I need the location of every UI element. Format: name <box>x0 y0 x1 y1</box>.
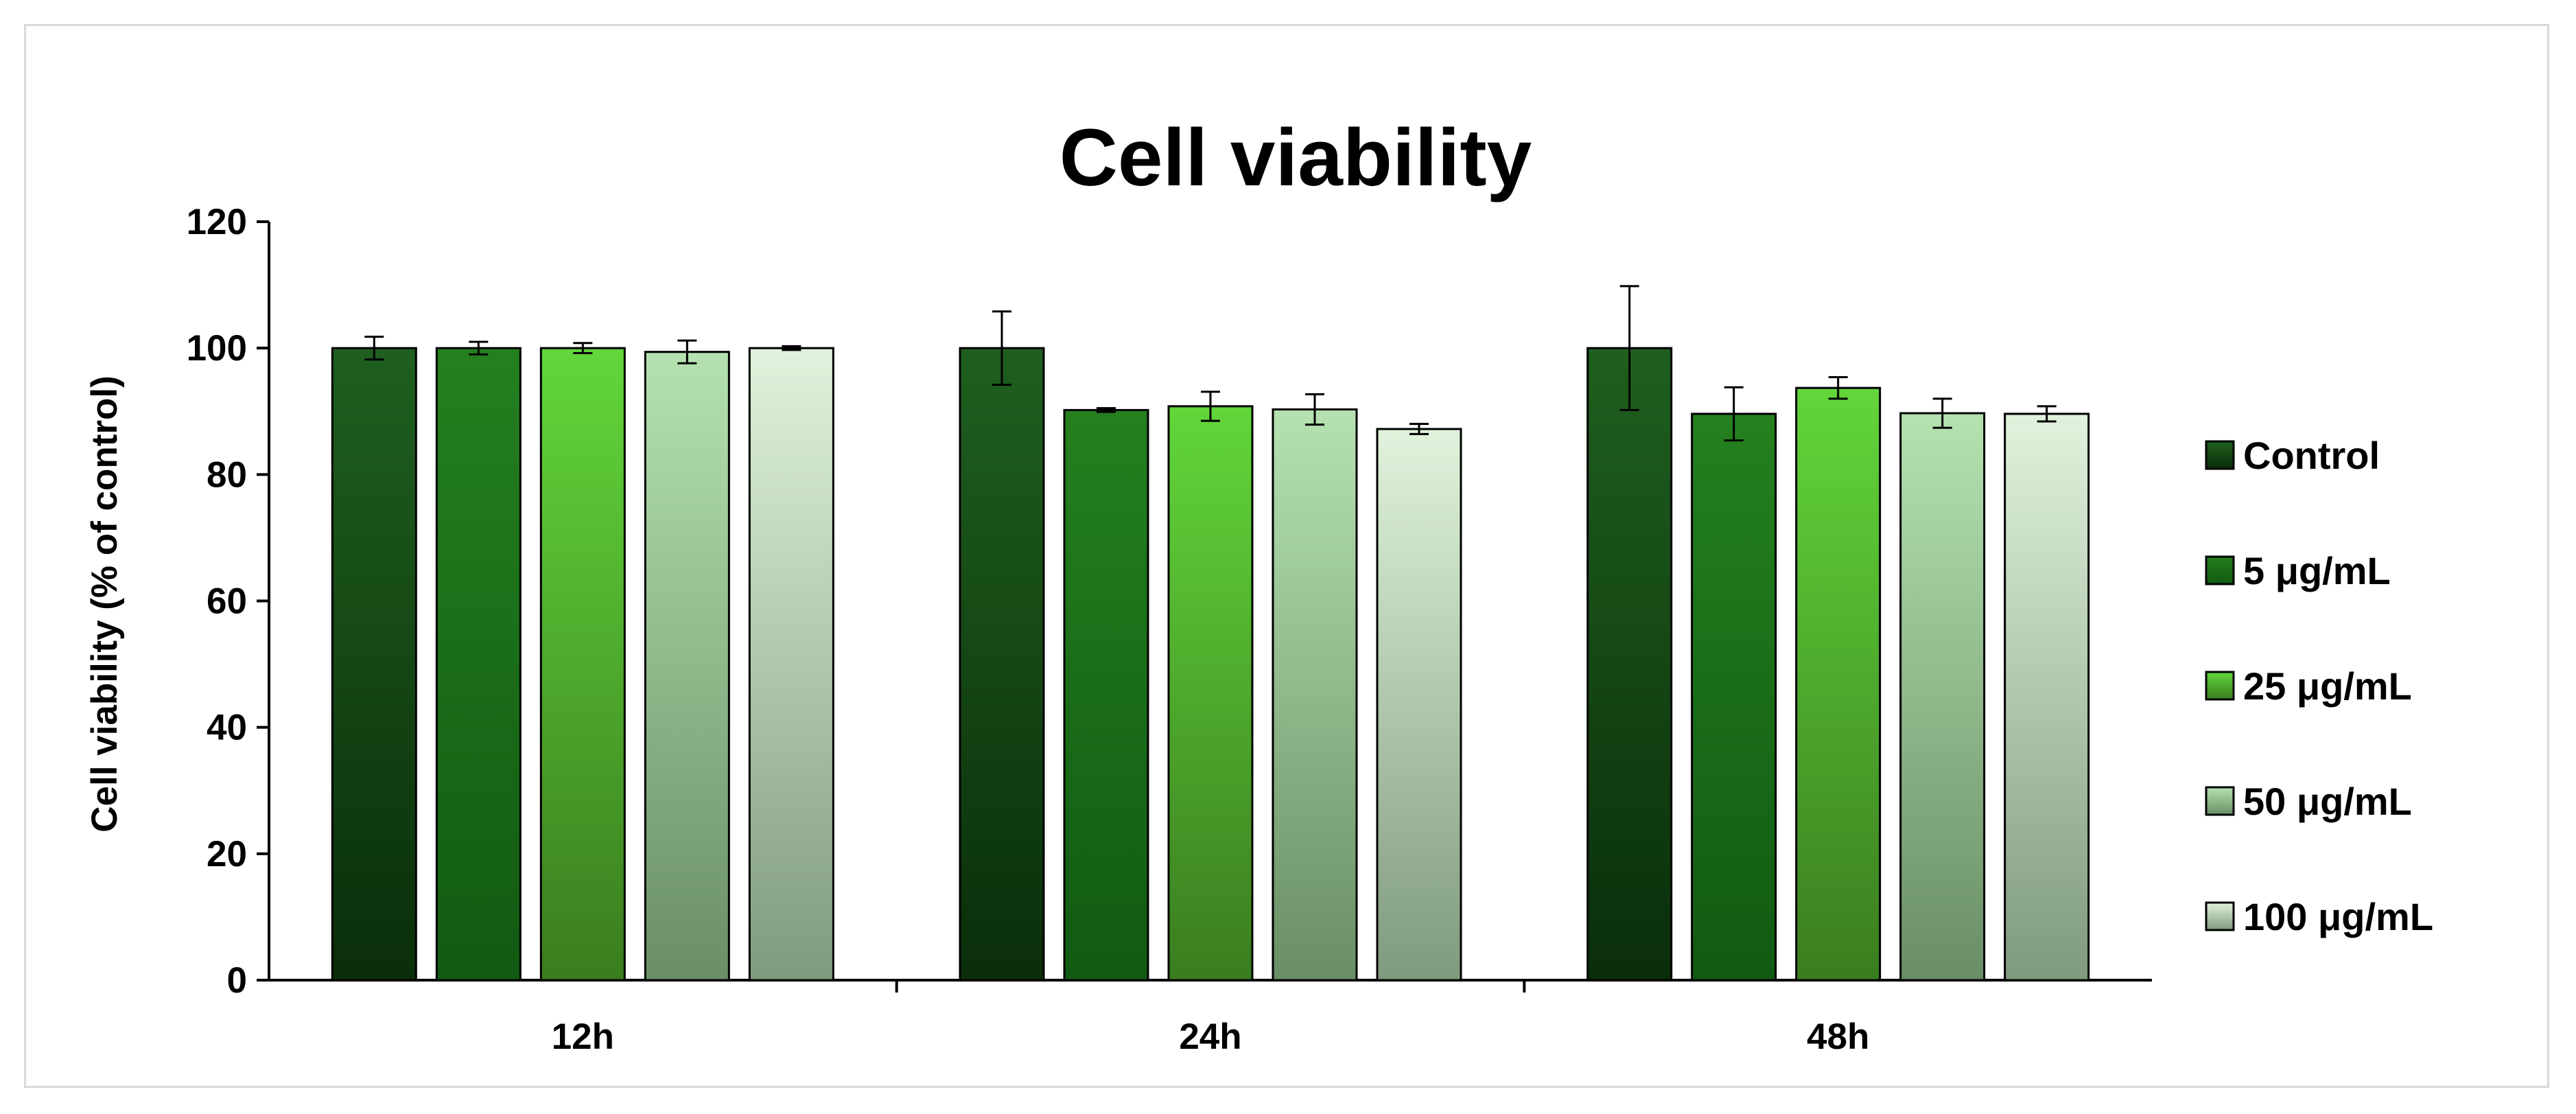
bar <box>539 347 626 982</box>
legend-swatch <box>2205 671 2235 701</box>
bar <box>1586 347 1673 982</box>
bar <box>1167 405 1254 982</box>
y-tick-label: 100 <box>187 328 247 369</box>
bar <box>2004 413 2090 982</box>
y-axis-label: Cell viability (% of control) <box>84 375 125 833</box>
error-bar <box>1097 407 1116 413</box>
legend-label: 100 μg/mL <box>2243 895 2433 938</box>
error-bar <box>782 345 801 351</box>
bar <box>1376 428 1462 982</box>
error-bar <box>573 342 593 355</box>
plot-area: 0 20 40 60 80 100 120 12h 24h 48h <box>187 202 2152 1057</box>
error-bar <box>1305 393 1324 426</box>
legend-swatch <box>2205 901 2235 931</box>
error-bar <box>1201 391 1220 422</box>
legend-label: 5 μg/mL <box>2243 549 2391 592</box>
legend-swatch <box>2205 555 2235 585</box>
bar <box>959 347 1045 982</box>
error-bar <box>1409 423 1429 435</box>
legend-swatch <box>2205 440 2235 470</box>
y-tick-label: 40 <box>207 708 247 748</box>
error-bar <box>2037 405 2057 423</box>
bar <box>1899 412 1986 982</box>
bar <box>1691 413 1777 982</box>
error-bar <box>469 340 489 356</box>
legend-label: 50 μg/mL <box>2243 780 2412 823</box>
legend-label: 25 μg/mL <box>2243 664 2412 708</box>
bar <box>331 347 417 982</box>
x-tick-label: 12h <box>552 1017 614 1057</box>
x-tick-label: 48h <box>1807 1017 1869 1057</box>
bar <box>644 351 730 982</box>
error-bar <box>1724 386 1744 442</box>
error-bar <box>992 310 1011 386</box>
chart-title: Cell viability <box>1059 113 1532 203</box>
bar <box>748 347 834 982</box>
bar <box>435 347 522 982</box>
legend: Control 5 μg/mL 25 μg/mL 50 μg/mL 100 μg/mL <box>2205 434 2433 938</box>
y-tick-label: 60 <box>207 581 247 622</box>
y-tick-label: 120 <box>187 202 247 242</box>
error-bar <box>1932 397 1952 429</box>
y-tick-label: 0 <box>227 960 247 1001</box>
bar <box>1795 386 1882 982</box>
error-bar <box>364 336 384 361</box>
bar <box>1272 408 1358 982</box>
x-tick-label: 24h <box>1179 1017 1241 1057</box>
legend-swatch <box>2205 786 2235 816</box>
error-bar <box>1828 376 1848 400</box>
error-bar <box>677 339 697 364</box>
legend-label: Control <box>2243 434 2380 477</box>
y-tick-label: 80 <box>207 454 247 495</box>
bar <box>1063 408 1149 982</box>
error-bar <box>1619 285 1639 411</box>
y-tick-label: 20 <box>207 834 247 874</box>
